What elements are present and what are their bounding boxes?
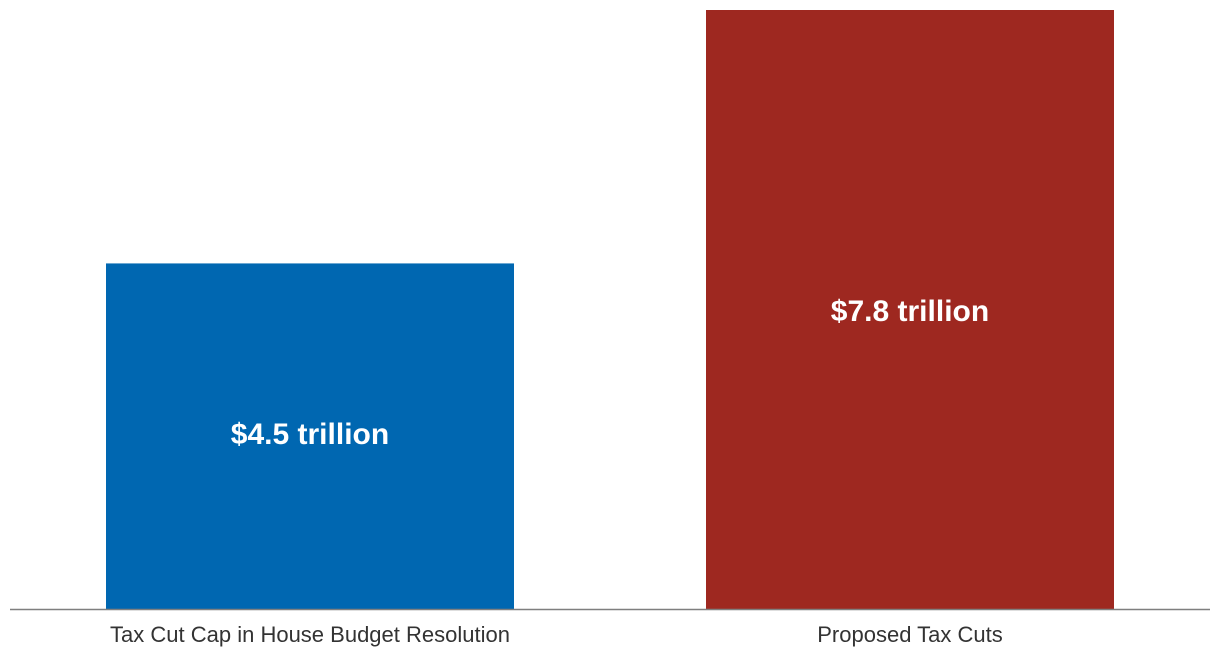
bar-1-value-label: $4.5 trillion bbox=[231, 418, 389, 451]
category-label-1: Tax Cut Cap in House Budget Resolution bbox=[110, 622, 510, 647]
bars-layer bbox=[106, 10, 1114, 609]
bar-2 bbox=[706, 10, 1114, 609]
bar-1 bbox=[106, 263, 514, 609]
bar-2-value-label: $7.8 trillion bbox=[831, 295, 989, 328]
labels-layer: $4.5 trillion Tax Cut Cap in House Budget… bbox=[110, 295, 1003, 647]
category-label-2: Proposed Tax Cuts bbox=[817, 622, 1002, 647]
